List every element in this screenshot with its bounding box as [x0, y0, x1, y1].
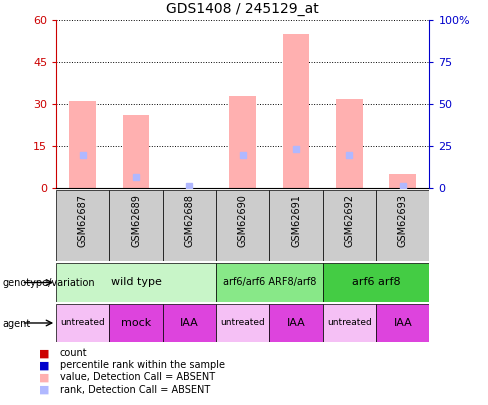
Text: rank, Detection Call = ABSENT: rank, Detection Call = ABSENT [60, 385, 210, 394]
Bar [323, 304, 376, 342]
Text: GSM62693: GSM62693 [398, 194, 408, 247]
Bar [56, 263, 216, 302]
Bar [69, 102, 96, 188]
Bar [389, 174, 416, 188]
Text: GSM62690: GSM62690 [238, 194, 248, 247]
Text: genotype/variation: genotype/variation [2, 279, 95, 288]
Text: agent: agent [2, 319, 31, 329]
Text: GSM62688: GSM62688 [184, 194, 194, 247]
Bar [216, 304, 269, 342]
Text: ■: ■ [39, 360, 50, 370]
Text: untreated: untreated [221, 318, 265, 328]
Text: GSM62692: GSM62692 [345, 194, 354, 247]
Bar [216, 263, 323, 302]
Text: GSM62687: GSM62687 [78, 194, 88, 247]
Bar [163, 190, 216, 261]
Text: ■: ■ [39, 348, 50, 358]
Bar [323, 190, 376, 261]
Text: count: count [60, 348, 87, 358]
Bar [56, 190, 109, 261]
Bar [216, 190, 269, 261]
Bar [56, 304, 109, 342]
Text: IAA: IAA [180, 318, 199, 328]
Text: IAA: IAA [287, 318, 305, 328]
Title: GDS1408 / 245129_at: GDS1408 / 245129_at [166, 2, 319, 17]
Text: percentile rank within the sample: percentile rank within the sample [60, 360, 224, 370]
Bar [283, 34, 309, 188]
Text: IAA: IAA [393, 318, 412, 328]
Bar [323, 263, 429, 302]
Bar [229, 96, 256, 188]
Bar [109, 304, 163, 342]
Text: ■: ■ [39, 373, 50, 382]
Text: GSM62691: GSM62691 [291, 194, 301, 247]
Bar [376, 190, 429, 261]
Bar [269, 190, 323, 261]
Text: arf6/arf6 ARF8/arf8: arf6/arf6 ARF8/arf8 [223, 277, 316, 288]
Text: GSM62689: GSM62689 [131, 194, 141, 247]
Text: value, Detection Call = ABSENT: value, Detection Call = ABSENT [60, 373, 215, 382]
Text: untreated: untreated [61, 318, 105, 328]
Bar [123, 115, 149, 188]
Text: ■: ■ [39, 385, 50, 394]
Text: mock: mock [121, 318, 151, 328]
Text: arf6 arf8: arf6 arf8 [352, 277, 401, 288]
Bar [336, 99, 363, 188]
Bar [376, 304, 429, 342]
Text: untreated: untreated [327, 318, 372, 328]
Bar [109, 190, 163, 261]
Bar [163, 304, 216, 342]
Text: wild type: wild type [111, 277, 162, 288]
Bar [269, 304, 323, 342]
